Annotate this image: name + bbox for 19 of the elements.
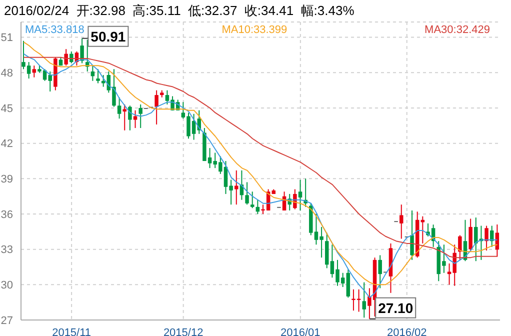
text: MA10:33.399 [222,24,288,36]
series-label: MA5:33.818 [25,24,84,36]
x-tick-label: 2016/01 [280,326,320,336]
y-tick-label: 27 [0,314,13,327]
chart-title: 2016/02/24 开:32.98 高:35.11 低:32.37 收:34.41 幅:3.43% [4,2,354,20]
annotation: 27.10 [378,300,414,316]
x-tick-label: 2016/02 [386,326,427,336]
y-tick-label: 33 [0,244,13,256]
y-tick-label: 36 [0,208,13,221]
y-tick-label: 39 [0,174,13,186]
y-tick-label: 48 [0,68,13,80]
x-tick-label: 2015/12 [163,326,204,336]
y-tick-label: 30 [0,280,13,292]
x-tick-label: 2015/11 [52,326,92,336]
y-tick-label: 51 [0,32,13,44]
y-tick-label: 42 [0,138,13,150]
y-tick-label: 45 [0,102,13,115]
annotation: 50.91 [90,28,126,44]
text: MA30:32.429 [424,24,490,36]
